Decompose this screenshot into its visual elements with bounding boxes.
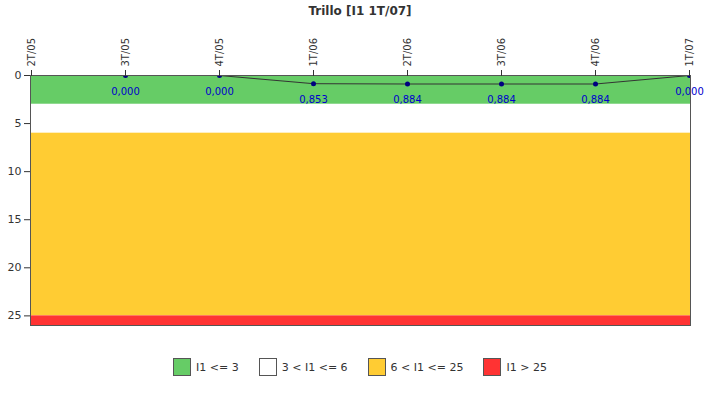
svg-text:25: 25 [8, 309, 22, 322]
svg-text:0,000: 0,000 [205, 86, 234, 97]
svg-text:2T/05: 2T/05 [26, 38, 37, 67]
svg-text:1T/07: 1T/07 [684, 38, 695, 67]
svg-text:20: 20 [8, 261, 22, 274]
svg-text:5: 5 [15, 117, 22, 130]
svg-text:0,884: 0,884 [393, 94, 422, 105]
html-text:3 < I1 <= 6: 3 < I1 <= 6 [281, 360, 348, 374]
svg-text:4T/05: 4T/05 [214, 38, 225, 67]
svg-text:0,884: 0,884 [487, 94, 516, 105]
svg-text:10: 10 [8, 165, 22, 178]
svg-text:15: 15 [8, 213, 22, 226]
svg-text:0,884: 0,884 [581, 94, 610, 105]
svg-text:2T/06: 2T/06 [402, 38, 413, 67]
svg-text:0: 0 [15, 69, 22, 82]
html-text:Trillo [I1 1T/07]: Trillo [I1 1T/07] [308, 4, 412, 18]
svg-text:0,853: 0,853 [299, 94, 328, 105]
svg-text:1T/06: 1T/06 [308, 38, 319, 67]
html-text:6 < I1 <= 25: 6 < I1 <= 25 [390, 360, 464, 374]
svg-text:3T/06: 3T/06 [496, 38, 507, 67]
svg-text:3T/05: 3T/05 [120, 38, 131, 67]
html-text:I1 <= 3: I1 <= 3 [196, 360, 239, 374]
svg-text:0,000: 0,000 [675, 86, 704, 97]
svg-text:4T/06: 4T/06 [590, 38, 601, 67]
svg-text:0,000: 0,000 [111, 86, 140, 97]
html-text:I1 > 25: I1 > 25 [506, 360, 547, 374]
